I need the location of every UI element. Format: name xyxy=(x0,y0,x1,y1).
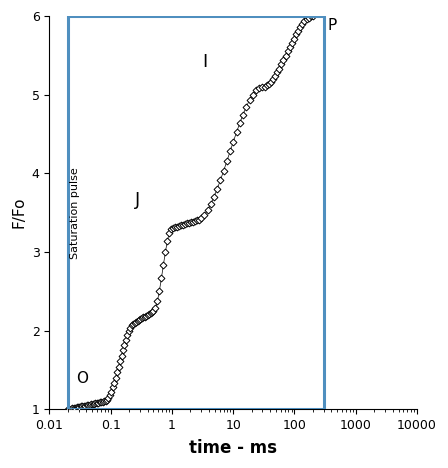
Y-axis label: F/Fo: F/Fo xyxy=(11,197,26,228)
Text: O: O xyxy=(76,371,88,386)
Text: I: I xyxy=(202,53,208,71)
Bar xyxy=(68,16,323,409)
Text: Saturation pulse: Saturation pulse xyxy=(70,167,80,258)
Text: J: J xyxy=(135,191,141,209)
Text: P: P xyxy=(328,18,337,34)
X-axis label: time - ms: time - ms xyxy=(189,439,277,457)
